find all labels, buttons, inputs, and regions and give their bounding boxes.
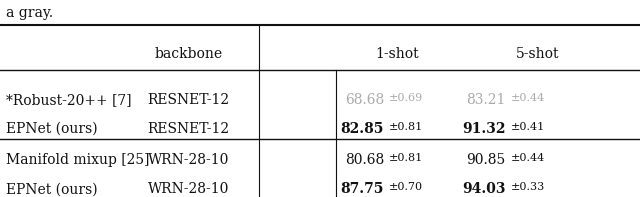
Text: EPNet (ours): EPNet (ours) (6, 122, 98, 136)
Text: 83.21: 83.21 (466, 93, 506, 107)
Text: RESNET-12: RESNET-12 (148, 122, 230, 136)
Text: ±0.44: ±0.44 (511, 153, 545, 164)
Text: Manifold mixup [25]: Manifold mixup [25] (6, 153, 150, 167)
Text: 94.03: 94.03 (462, 182, 506, 196)
Text: 1-shot: 1-shot (375, 46, 419, 60)
Text: WRN-28-10: WRN-28-10 (148, 153, 230, 167)
Text: 68.68: 68.68 (345, 93, 384, 107)
Text: ±0.81: ±0.81 (389, 122, 424, 132)
Text: 5-shot: 5-shot (516, 46, 559, 60)
Text: RESNET-12: RESNET-12 (148, 93, 230, 107)
Text: ±0.81: ±0.81 (389, 153, 424, 164)
Text: 87.75: 87.75 (340, 182, 384, 196)
Text: 90.85: 90.85 (467, 153, 506, 167)
Text: ±0.33: ±0.33 (511, 182, 545, 192)
Text: ±0.44: ±0.44 (511, 93, 545, 103)
Text: backbone: backbone (155, 46, 223, 60)
Text: a gray.: a gray. (6, 6, 54, 20)
Text: ±0.69: ±0.69 (389, 93, 424, 103)
Text: 80.68: 80.68 (345, 153, 384, 167)
Text: *Robust-20++ [7]: *Robust-20++ [7] (6, 93, 132, 107)
Text: 82.85: 82.85 (340, 122, 384, 136)
Text: 91.32: 91.32 (462, 122, 506, 136)
Text: EPNet (ours): EPNet (ours) (6, 182, 98, 196)
Text: ±0.41: ±0.41 (511, 122, 545, 132)
Text: ±0.70: ±0.70 (389, 182, 423, 192)
Text: WRN-28-10: WRN-28-10 (148, 182, 230, 196)
